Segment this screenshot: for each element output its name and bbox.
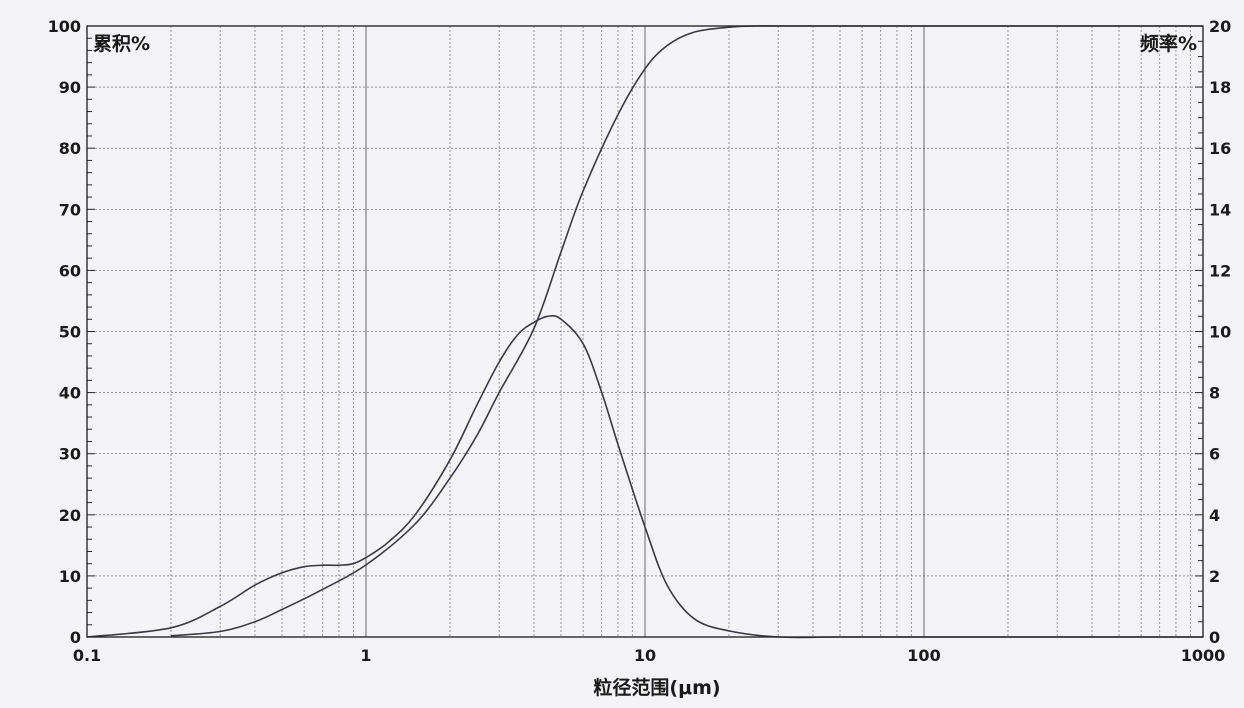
y-right-tick-label: 4 [1209, 506, 1220, 525]
y-right-tick-label: 20 [1209, 17, 1231, 36]
y-right-tick-label: 16 [1209, 139, 1231, 158]
cumulative-series-line [170, 25, 1203, 637]
y-left-tick-label: 20 [59, 506, 81, 525]
y-right-tick-label: 0 [1209, 628, 1220, 647]
y-left-tick-label: 0 [70, 628, 81, 647]
x-tick-label: 0.1 [73, 646, 101, 665]
y-left-tick-label: 60 [59, 261, 81, 280]
y-left-tick-label: 90 [59, 78, 81, 97]
x-tick-label: 10 [634, 646, 656, 665]
x-axis-label: 粒径范围(μm) [593, 676, 720, 699]
y-left-tick-label: 40 [59, 384, 81, 403]
y-left-tick-label: 50 [59, 323, 81, 342]
y-right-tick-label: 10 [1209, 323, 1231, 342]
y-right-tick-label: 12 [1209, 261, 1231, 280]
grid-lines [86, 25, 1203, 638]
tick-labels: 0.1 1 10 100 1000010203040506070809010002468… [48, 17, 1232, 665]
y-right-tick-label: 14 [1209, 200, 1231, 219]
frequency-series-line [86, 314, 1203, 639]
y-left-tick-label: 100 [48, 17, 81, 36]
y-right-tick-label: 6 [1209, 445, 1220, 464]
plot-frame [86, 25, 1204, 638]
y-right-tick-label: 18 [1209, 78, 1231, 97]
y-left-tick-label: 30 [59, 445, 81, 464]
y-right-tick-label: 8 [1209, 384, 1220, 403]
y-left-tick-label: 70 [59, 200, 81, 219]
y-left-axis-label: 累积% [93, 33, 150, 55]
y-left-tick-label: 10 [59, 567, 81, 586]
x-tick-label: 1 [360, 646, 371, 665]
y-left-tick-label: 80 [59, 139, 81, 158]
x-tick-label: 100 [907, 646, 940, 665]
y-right-axis-label: 频率% [1140, 32, 1197, 55]
x-tick-label: 1000 [1181, 646, 1226, 665]
y-right-tick-label: 2 [1209, 567, 1220, 586]
